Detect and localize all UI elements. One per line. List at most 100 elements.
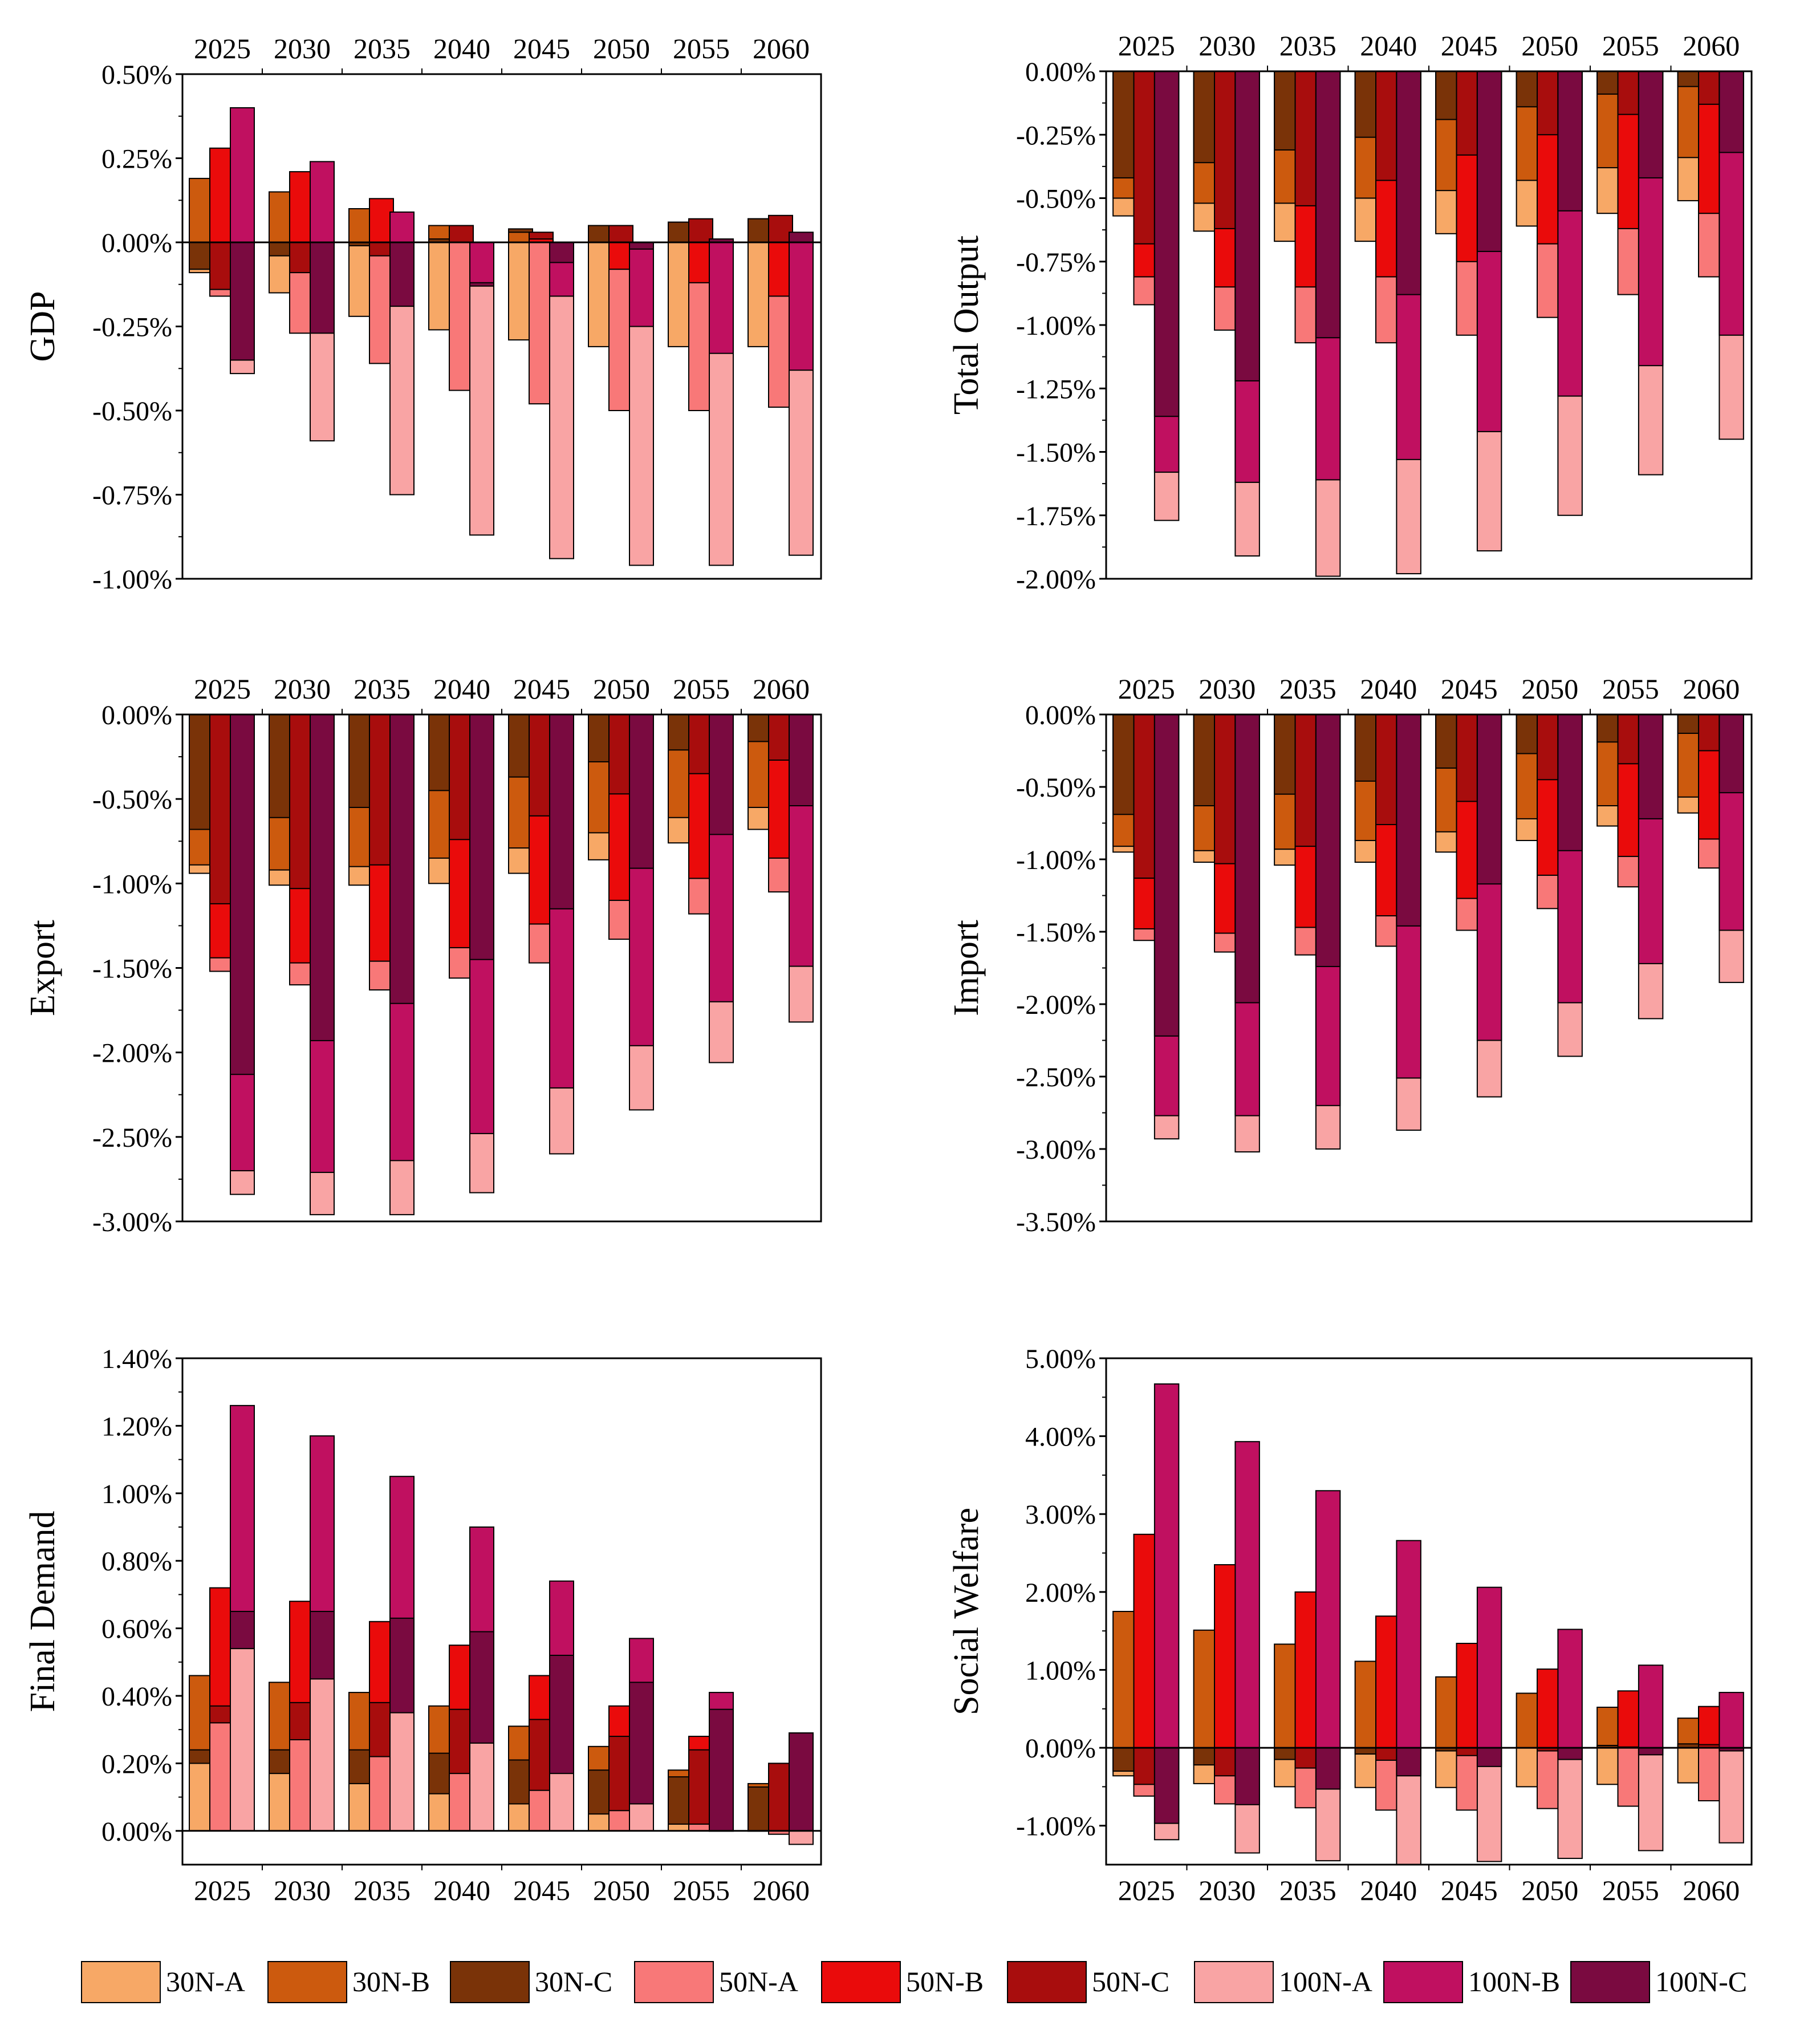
y-axis-title: Social Welfare: [947, 1508, 986, 1715]
bar-100N-C-2060: [789, 714, 814, 807]
legend-swatch: [267, 1961, 347, 2003]
bar-100N-C-2025: [1153, 714, 1180, 1037]
bar-100N-C-2025: [230, 242, 255, 361]
chart-panel-final-demand: 1.40% 1.20% 1.00% 0.80% 0.60% 0.40% 0.20% 0.00%…: [23, 1344, 822, 1906]
bar-100N-B-2045: [1476, 1586, 1502, 1749]
x-tick-label: 2045: [1441, 673, 1498, 705]
bar-50N-B-2035: [1294, 1591, 1320, 1749]
bar-100N-B-2040: [1396, 1540, 1421, 1749]
bar-100N-C-2045: [1476, 714, 1502, 885]
legend-swatch: [1383, 1961, 1463, 2003]
y-tick-label: -2.50%: [92, 1123, 172, 1153]
bar-100N-C-2040: [1396, 1747, 1421, 1777]
bar-50N-C-2045: [1456, 714, 1481, 802]
bar-100N-B-2025: [1153, 1383, 1180, 1749]
x-tick-label: 2045: [1441, 1874, 1498, 1906]
bar-100N-C-2035: [1315, 71, 1341, 339]
y-tick-label: -1.00%: [92, 869, 172, 899]
bar-100N-C-2050: [629, 242, 654, 250]
x-tick-label: 2050: [593, 1874, 650, 1906]
bar-100N-B-2035: [1315, 1490, 1341, 1749]
legend-item-30N-A: 30N-A: [81, 1961, 245, 2003]
bar-100N-B-2040: [469, 242, 494, 283]
bar-100N-C-2040: [469, 714, 494, 960]
bar-30N-C-2035: [1274, 714, 1299, 795]
bar-50N-C-2030: [1214, 714, 1240, 864]
y-tick-label: -2.00%: [1016, 565, 1096, 595]
bar-100N-C-2040: [1396, 71, 1421, 295]
legend-swatch: [821, 1961, 901, 2003]
bar-100N-B-2055: [1638, 1664, 1664, 1749]
x-tick-label: 2040: [1360, 30, 1417, 62]
x-tick-label: 2030: [1199, 30, 1256, 62]
legend: 30N-A 30N-B 30N-C 50N-A 50N-B 50N-C 100N-A 100N…: [81, 1961, 1747, 2003]
y-tick-label: 0.60%: [101, 1614, 172, 1645]
y-tick-label: 1.00%: [101, 1479, 172, 1509]
bar-100N-C-2040: [1396, 714, 1421, 927]
bar-100N-C-2045: [1476, 71, 1502, 252]
bar-50N-C-2035: [1294, 1747, 1320, 1769]
bar-50N-C-2040: [1375, 714, 1401, 826]
x-tick-label: 2055: [673, 673, 730, 705]
y-tick-label: 1.20%: [101, 1411, 172, 1442]
legend-swatch: [634, 1961, 714, 2003]
legend-label: 30N-A: [166, 1966, 245, 1997]
bar-100N-C-2060: [789, 232, 814, 243]
bar-100N-C-2025: [1153, 1747, 1180, 1824]
bar-30N-B-2055: [1596, 1707, 1622, 1749]
x-tick-label: 2030: [1199, 673, 1256, 705]
legend-label: 30N-B: [352, 1966, 430, 1997]
x-tick-label: 2060: [1683, 673, 1740, 705]
x-tick-label: 2055: [673, 33, 730, 64]
y-tick-label: -1.75%: [1016, 501, 1096, 531]
bar-100N-C-2055: [709, 714, 734, 835]
x-tick-label: 2045: [1441, 30, 1498, 62]
x-tick-label: 2050: [1521, 30, 1578, 62]
y-tick-label: 0.00%: [101, 700, 172, 730]
y-tick-label: -1.50%: [1016, 438, 1096, 468]
bar-100N-C-2025: [230, 714, 255, 1075]
y-tick-label: 2.00%: [1025, 1578, 1096, 1608]
y-tick-label: -1.25%: [1016, 374, 1096, 404]
bar-100N-C-2045: [549, 242, 574, 263]
bar-100N-C-2060: [1719, 71, 1744, 153]
bar-100N-C-2050: [1557, 1747, 1583, 1760]
bar-50N-C-2035: [1294, 714, 1320, 847]
legend-item-100N-C: 100N-C: [1570, 1961, 1747, 2003]
bar-100N-A-2030: [310, 1678, 335, 1832]
chart-panel-export: 0.00% -0.50% -1.00% -1.50% -2.00% -2.50% -3.00…: [23, 673, 822, 1237]
y-tick-label: -1.50%: [92, 954, 172, 984]
bar-50N-C-2040: [1375, 71, 1401, 181]
y-tick-label: 0.25%: [101, 144, 172, 174]
bar-100N-B-2050: [629, 242, 654, 327]
chart-panel-total-output: 0.00% -0.25% -0.50% -0.75% -1.00% -1.25% -1.50…: [947, 30, 1753, 595]
x-tick-label: 2035: [1279, 673, 1336, 705]
bar-30N-B-2050: [1516, 1692, 1542, 1749]
chart-panel-import: 0.00% -0.50% -1.00% -1.50% -2.00% -2.50% -3.00…: [947, 673, 1753, 1237]
y-tick-label: -0.25%: [1016, 120, 1096, 151]
bar-100N-C-2055: [709, 1708, 734, 1832]
bar-30N-C-2045: [1435, 714, 1461, 769]
bar-100N-C-2025: [1153, 71, 1180, 417]
y-tick-label: -2.50%: [1016, 1062, 1096, 1093]
x-tick-label: 2060: [1683, 1874, 1740, 1906]
bar-100N-C-2060: [1719, 714, 1744, 794]
bar-100N-A-2060: [789, 1830, 814, 1845]
x-tick-label: 2050: [1521, 673, 1578, 705]
y-axis-title: Total Output: [947, 236, 986, 415]
x-tick-label: 2055: [1602, 1874, 1659, 1906]
legend-label: 100N-C: [1655, 1966, 1747, 1997]
x-tick-label: 2040: [433, 673, 490, 705]
legend-label: 50N-B: [906, 1966, 984, 1997]
x-tick-label: 2060: [753, 33, 810, 64]
legend-label: 50N-C: [1092, 1966, 1169, 1997]
bar-30N-B-2060: [1677, 1718, 1703, 1749]
legend-item-50N-C: 50N-C: [1007, 1961, 1169, 2003]
y-tick-label: -0.75%: [92, 481, 172, 511]
x-tick-label: 2055: [1602, 30, 1659, 62]
x-tick-label: 2025: [194, 33, 251, 64]
bar-50N-C-2055: [1617, 714, 1643, 765]
y-tick-label: -0.50%: [92, 785, 172, 815]
bar-100N-C-2035: [1315, 714, 1341, 967]
bar-100N-A-2050: [1557, 1747, 1583, 1859]
